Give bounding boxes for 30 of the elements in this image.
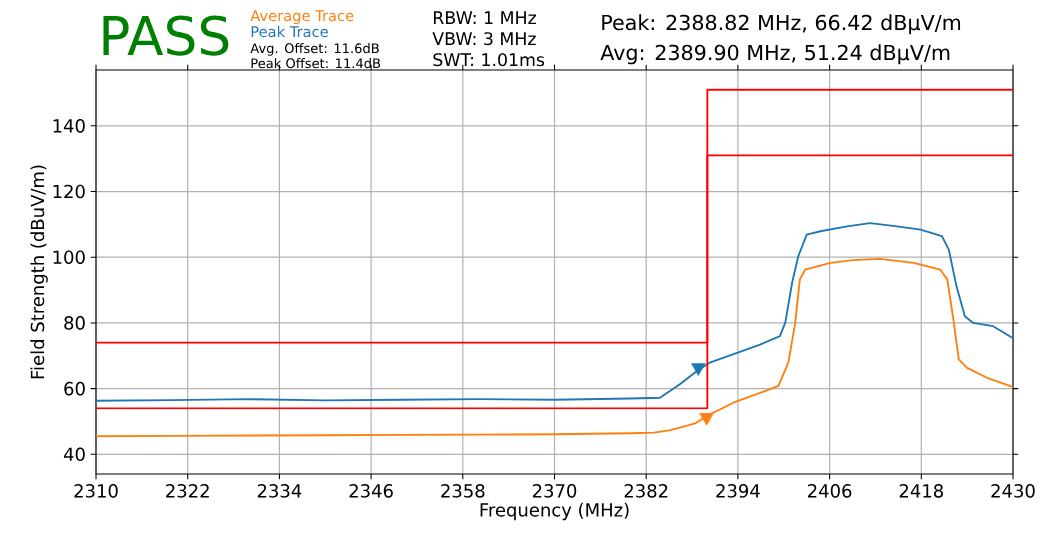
y-tick-label: 140 [53, 119, 85, 133]
x-tick-label: 2370 [532, 484, 577, 498]
y-tick-label: 60 [64, 381, 85, 396]
text: Peak Trace [251, 25, 328, 38]
x-tick-label: 2346 [349, 484, 393, 498]
x-tick-label: 2334 [257, 484, 302, 498]
text: Peak: 2388.82 MHz, 66.42 dBµV/m [602, 14, 961, 35]
y-axis-title: Field Strength (dBuV/m) [30, 165, 48, 379]
y-tick-label: 100 [53, 250, 85, 265]
text: Avg. Offset: 11.6dB [250, 43, 379, 56]
text: Average Trace [250, 10, 354, 25]
y-tick-label: 120 [53, 184, 85, 199]
x-tick-label: 2322 [166, 484, 209, 498]
text: Peak Offset: 11.4dB [251, 58, 381, 69]
x-tick-label: 2394 [716, 484, 760, 498]
text: RBW: 1 MHz [433, 11, 536, 24]
line-series [96, 222, 1014, 402]
x-tick-label: 2382 [624, 484, 668, 498]
chart-title: PASS [103, 15, 229, 56]
x-tick-label: 2358 [441, 484, 485, 498]
text: VBW: 3 MHz [432, 32, 536, 46]
y-tick-label: 80 [64, 316, 85, 330]
text: SWT: 1.01ms [433, 53, 545, 67]
x-axis-title: Frequency (MHz) [480, 502, 629, 521]
x-tick-label: 2430 [991, 484, 1035, 498]
text: Avg: 2389.90 MHz, 51.24 dBµV/m [600, 44, 950, 65]
x-tick-label: 2418 [899, 484, 943, 498]
x-tick-label: 2406 [808, 484, 852, 498]
y-tick-label: 40 [63, 447, 85, 462]
x-tick-label: 2310 [74, 484, 118, 498]
